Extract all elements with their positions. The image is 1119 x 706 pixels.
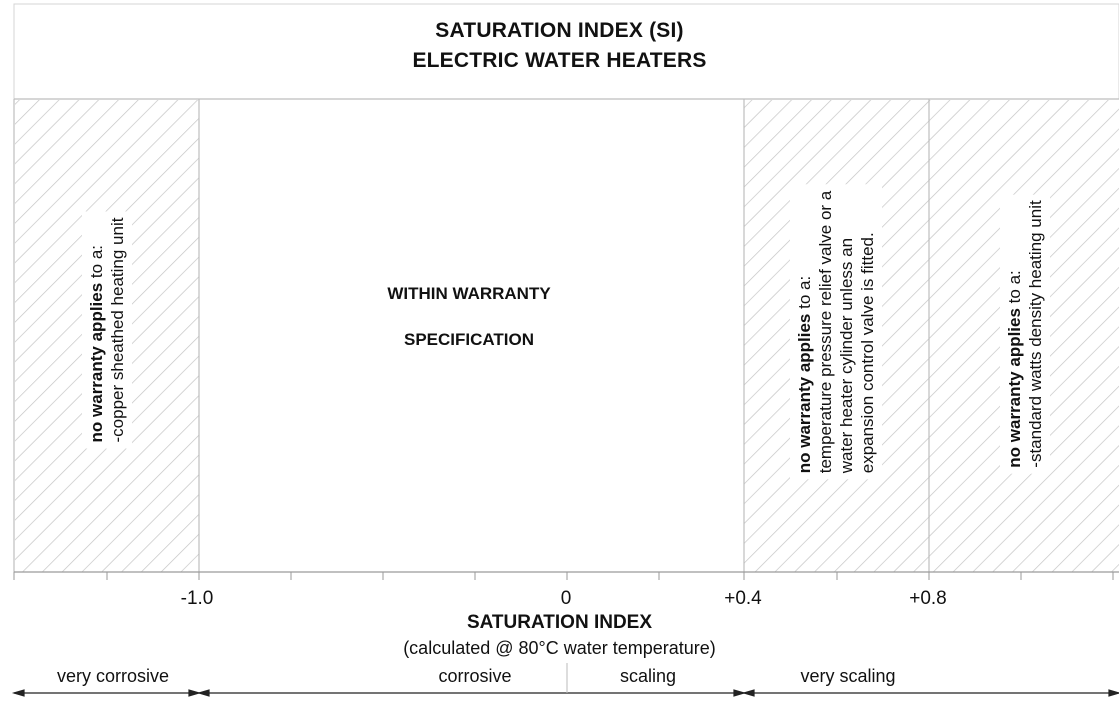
arrow-head-right: [188, 689, 202, 697]
zone-label-watts-density: no warranty applies to a: -standard watt…: [1000, 194, 1050, 474]
arrow-head-left: [741, 689, 755, 697]
no-warranty-rest: to a:: [87, 244, 106, 283]
zone-right1-line4: expansion control valve is fitted.: [858, 232, 877, 474]
no-warranty-bold: no warranty applies: [1005, 308, 1024, 468]
tick-label-plus-0-4: +0.4: [724, 588, 762, 609]
axis-title: SATURATION INDEX: [466, 612, 653, 633]
range-corrosive: corrosive: [436, 666, 514, 687]
range-very-scaling: very scaling: [798, 666, 898, 687]
diagram-frame: [13, 3, 1119, 100]
x-axis-tick-marks: [13, 572, 1114, 580]
arrow-head-left: [196, 689, 210, 697]
diagram-title-line2: ELECTRIC WATER HEATERS: [412, 49, 707, 72]
range-scaling: scaling: [617, 666, 679, 687]
zone-label-copper-unit: no warranty applies to a: -copper sheath…: [82, 211, 132, 449]
axis-subtitle: (calculated @ 80°C water temperature): [403, 638, 716, 658]
diagram-title-line1: SATURATION INDEX (SI): [435, 19, 684, 42]
zone-right2-line2: -standard watts density heating unit: [1026, 200, 1045, 468]
tick-label-zero: 0: [560, 588, 572, 609]
zone-label-relief-valve: no warranty applies to a: temperature pr…: [790, 184, 882, 480]
zone-right1-line2: temperature pressure relief valve or a: [816, 190, 835, 474]
zone-right1-line3: water heater cylinder unless an: [837, 237, 856, 474]
tick-label-minus-1: -1.0: [180, 588, 214, 609]
no-warranty-bold: no warranty applies: [87, 282, 106, 443]
no-warranty-rest: to a:: [795, 275, 814, 314]
within-warranty-line1: WITHIN WARRANTY: [387, 284, 551, 303]
no-warranty-rest: to a:: [1005, 270, 1024, 309]
range-very-corrosive: very corrosive: [54, 666, 172, 687]
within-warranty-line2: SPECIFICATION: [403, 330, 535, 349]
tick-label-plus-0-8: +0.8: [909, 588, 947, 609]
arrow-head-left: [11, 689, 25, 697]
arrow-head-right: [733, 689, 747, 697]
zone-left-line2: -copper sheathed heating unit: [108, 217, 127, 443]
arrow-head-right: [1108, 689, 1119, 697]
no-warranty-bold: no warranty applies: [795, 313, 814, 474]
